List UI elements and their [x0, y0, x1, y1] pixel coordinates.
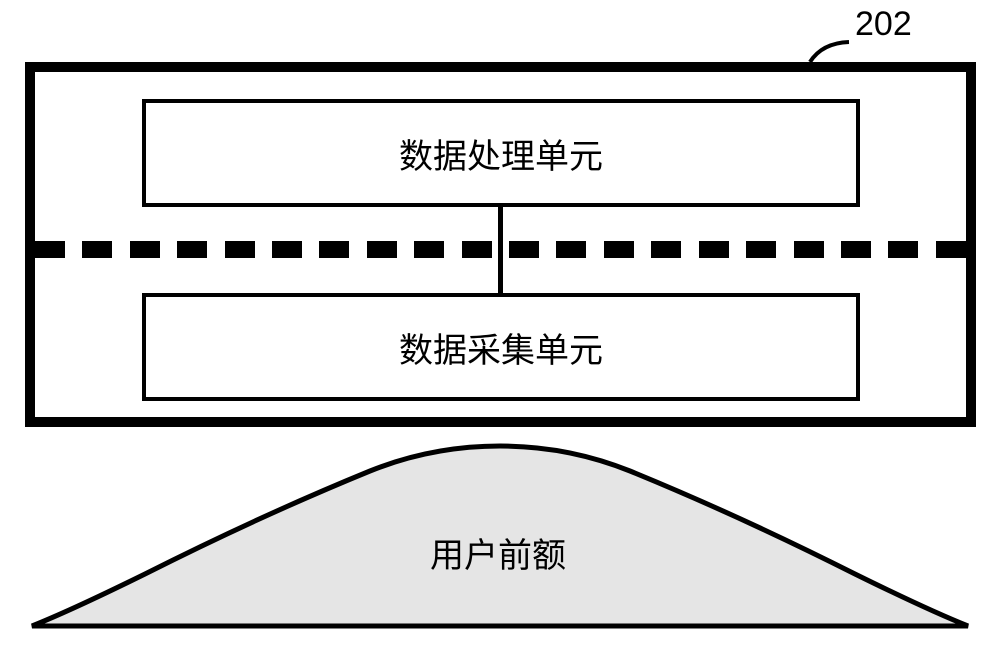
user-forehead-label: 用户前额: [430, 528, 566, 577]
diagram-canvas: 202 数据处理单元 数据采集单元 用户前额: [0, 0, 1000, 647]
